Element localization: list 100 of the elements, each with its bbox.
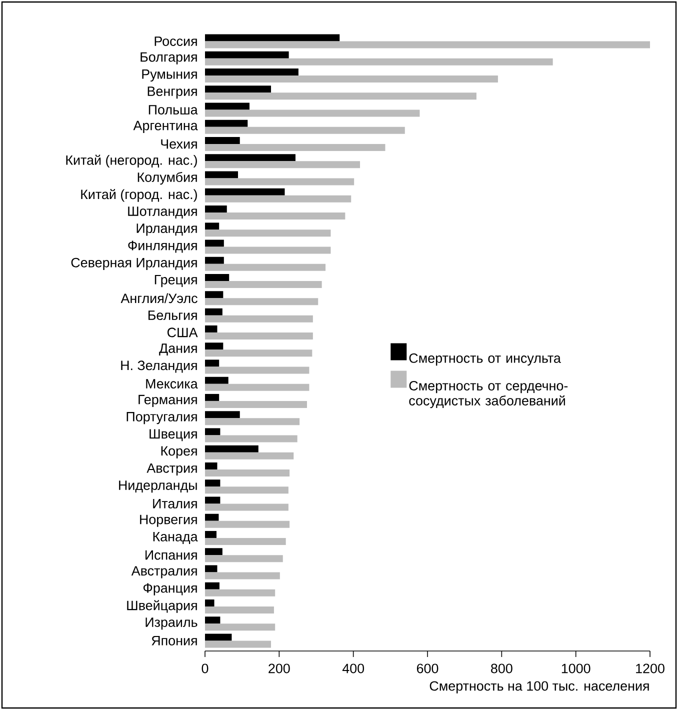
bar	[205, 520, 290, 528]
bar	[205, 469, 290, 476]
bar	[205, 102, 250, 110]
y-tick-label: Финляндия	[128, 240, 197, 253]
y-tick-label: Греция	[154, 275, 197, 288]
y-tick-label: Колумбия	[138, 172, 197, 185]
bar	[205, 486, 288, 494]
bar	[205, 640, 272, 648]
bar	[205, 51, 289, 58]
y-tick-label: Ирландия	[136, 224, 197, 236]
x-tick-label: 1000	[562, 664, 590, 674]
y-tick-label: Китай (город. нас.)	[81, 189, 197, 202]
bar	[205, 435, 298, 442]
bar	[205, 58, 553, 66]
bar	[205, 538, 286, 545]
bar	[205, 298, 318, 306]
y-tick-label: Австрия	[146, 463, 197, 476]
y-tick-label: Швеция	[150, 429, 197, 442]
bar	[205, 384, 310, 391]
bar	[205, 332, 313, 340]
bar	[205, 548, 222, 556]
bar	[205, 34, 340, 42]
bar	[205, 418, 300, 426]
bar	[205, 599, 214, 606]
y-tick-label: Канада	[153, 532, 198, 544]
text: Смертность от сердечно-сосудистых заболеваний	[409, 380, 568, 408]
y-tick-label: Болгария	[140, 52, 197, 64]
bar	[205, 41, 650, 48]
y-tick-label: Португалия	[126, 412, 197, 424]
bar	[205, 291, 224, 298]
bar	[205, 480, 220, 487]
bar	[205, 195, 352, 202]
x-axis-title: Смертность на 100 тыс. населения	[430, 681, 649, 694]
x-tick-label: 200	[268, 664, 290, 674]
bar	[205, 572, 280, 580]
y-tick-label: Франция	[143, 583, 197, 596]
bar	[205, 565, 218, 572]
bar	[205, 400, 307, 408]
y-tick-label: Н. Зеландия	[121, 360, 197, 373]
y-tick-label: Корея	[161, 446, 197, 458]
bar	[205, 161, 360, 168]
bar	[205, 445, 258, 452]
y-tick-label: Швейцария	[127, 600, 197, 613]
y-tick-label: Дания	[159, 344, 197, 356]
x-tick-label: 400	[342, 664, 364, 674]
x-tick-label: 800	[491, 664, 512, 674]
bar	[205, 281, 322, 288]
bar	[205, 68, 298, 76]
bar	[205, 376, 228, 384]
bar	[205, 274, 230, 282]
bar	[205, 144, 386, 152]
bar	[205, 606, 274, 614]
bar	[205, 126, 405, 134]
y-tick-label: Израиль	[146, 618, 198, 630]
bar	[205, 212, 346, 220]
legend-label: Смертность от инсульта	[409, 353, 561, 366]
bar	[205, 514, 219, 521]
y-tick-label: США	[167, 328, 198, 338]
y-tick-label: Мексика	[146, 379, 198, 389]
bar	[205, 171, 238, 178]
bar	[205, 178, 354, 186]
bar	[205, 230, 331, 237]
y-tick-label: Англия/Уэлс	[120, 293, 198, 304]
bar	[205, 308, 222, 316]
bar	[205, 394, 220, 401]
bar	[205, 555, 283, 562]
y-tick-label: Аргентина	[133, 120, 198, 133]
bar	[205, 428, 220, 436]
y-tick-label: Северная Ирландия	[71, 258, 197, 270]
bar	[205, 530, 216, 538]
y-tick-label: Шотландия	[128, 206, 197, 219]
y-tick-label: Австралия	[131, 566, 197, 578]
bar	[205, 246, 331, 254]
bar	[205, 360, 220, 367]
y-tick-label: Испания	[146, 550, 197, 560]
bar	[205, 222, 220, 230]
bar	[205, 240, 224, 247]
bar	[205, 256, 224, 264]
y-tick-label: Китай (негород. нас.)	[66, 154, 197, 168]
bar	[205, 496, 220, 504]
bar	[205, 366, 310, 374]
bar	[205, 264, 326, 271]
bar	[205, 76, 498, 83]
bar	[205, 137, 240, 144]
bar	[205, 589, 276, 596]
y-tick-label: Италия	[153, 499, 197, 508]
bar	[205, 188, 285, 196]
bar	[205, 452, 294, 460]
y-tick-label: Норвегия	[140, 514, 197, 527]
x-tick-label: 1200	[636, 664, 664, 674]
bar	[205, 92, 476, 100]
bar	[205, 350, 312, 357]
bar	[205, 411, 240, 418]
bar	[205, 154, 296, 162]
bar	[205, 634, 232, 641]
y-tick-label: Румыния	[142, 70, 197, 82]
bar	[205, 616, 220, 624]
y-tick-label: Венгрия	[148, 86, 197, 99]
bar	[205, 206, 227, 213]
y-tick-label: Россия	[154, 36, 197, 46]
